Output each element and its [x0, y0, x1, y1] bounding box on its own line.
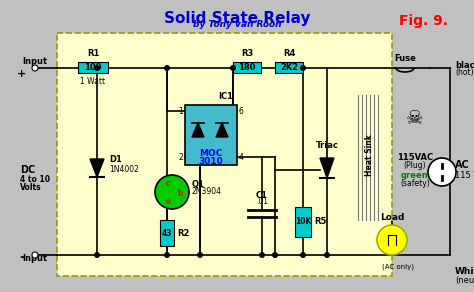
Text: MOC: MOC	[199, 149, 223, 157]
Text: R4: R4	[283, 49, 295, 58]
Polygon shape	[216, 123, 228, 137]
Text: IC1: IC1	[218, 92, 233, 101]
Circle shape	[301, 66, 305, 70]
Circle shape	[260, 253, 264, 257]
Circle shape	[164, 66, 169, 70]
Text: AC: AC	[455, 160, 470, 170]
Text: 4: 4	[239, 152, 244, 161]
Circle shape	[325, 253, 329, 257]
Text: Fig. 9.: Fig. 9.	[399, 14, 448, 28]
Text: Solid State Relay: Solid State Relay	[164, 11, 310, 26]
Text: R3: R3	[241, 49, 253, 58]
Text: 2K2: 2K2	[280, 63, 298, 72]
Text: Volts: Volts	[20, 183, 42, 192]
Text: (hot): (hot)	[455, 69, 474, 77]
Text: White: White	[455, 267, 474, 277]
Text: 100: 100	[84, 63, 102, 72]
Text: D1: D1	[109, 156, 122, 164]
Text: 10K: 10K	[295, 218, 311, 227]
Text: R1: R1	[87, 49, 99, 58]
Text: -: -	[19, 250, 25, 264]
Text: (AC only): (AC only)	[382, 264, 414, 270]
Circle shape	[428, 158, 456, 186]
Text: 115VAC: 115VAC	[397, 152, 433, 161]
Circle shape	[198, 253, 202, 257]
Text: 2: 2	[178, 152, 183, 161]
Text: Input: Input	[22, 57, 47, 66]
Bar	[185, 105, 237, 165]
Text: (neutral): (neutral)	[455, 275, 474, 284]
Text: Input: Input	[22, 254, 47, 263]
Circle shape	[32, 252, 38, 258]
Text: ☠: ☠	[406, 109, 424, 128]
Text: green: green	[401, 171, 429, 180]
Text: .01: .01	[256, 197, 268, 206]
Text: C1: C1	[256, 191, 268, 200]
Bar	[275, 62, 303, 73]
Circle shape	[95, 66, 99, 70]
Text: (Plug): (Plug)	[404, 161, 426, 169]
Circle shape	[377, 225, 407, 255]
Text: 1 Watt: 1 Watt	[81, 77, 106, 86]
Text: by Tony van Roon: by Tony van Roon	[193, 20, 281, 29]
Text: c: c	[166, 180, 170, 189]
Circle shape	[231, 66, 235, 70]
Bar	[57, 33, 392, 276]
Text: Triac: Triac	[316, 142, 338, 150]
Text: DC: DC	[20, 165, 35, 175]
Bar	[233, 62, 261, 73]
Text: Heat Sink: Heat Sink	[365, 134, 374, 176]
Circle shape	[32, 65, 38, 71]
Text: b: b	[177, 190, 183, 199]
Text: 1: 1	[178, 107, 183, 116]
Circle shape	[273, 253, 277, 257]
Text: 43: 43	[162, 229, 172, 237]
Text: 4 to 10: 4 to 10	[20, 175, 50, 185]
Text: Fuse: Fuse	[394, 54, 416, 63]
Text: 2N3904: 2N3904	[192, 187, 222, 197]
Circle shape	[95, 253, 99, 257]
Text: Load: Load	[380, 213, 404, 222]
Text: (safety): (safety)	[400, 178, 430, 187]
Bar	[160, 220, 174, 246]
Text: 115 Volt: 115 Volt	[455, 171, 474, 180]
Text: R5: R5	[314, 218, 327, 227]
Text: 3010: 3010	[199, 157, 223, 166]
Polygon shape	[320, 158, 334, 178]
Text: black: black	[455, 60, 474, 69]
Polygon shape	[90, 159, 104, 177]
Bar	[295, 207, 311, 237]
Text: R2: R2	[177, 229, 190, 237]
Text: +: +	[18, 69, 27, 79]
Text: 1N4002: 1N4002	[109, 164, 139, 173]
Circle shape	[164, 253, 169, 257]
Bar	[78, 62, 108, 73]
Circle shape	[301, 253, 305, 257]
Text: e: e	[165, 197, 171, 206]
Circle shape	[155, 175, 189, 209]
Text: 180: 180	[238, 63, 255, 72]
Polygon shape	[192, 123, 204, 137]
Text: 6: 6	[239, 107, 244, 116]
Text: Q1: Q1	[192, 180, 205, 189]
